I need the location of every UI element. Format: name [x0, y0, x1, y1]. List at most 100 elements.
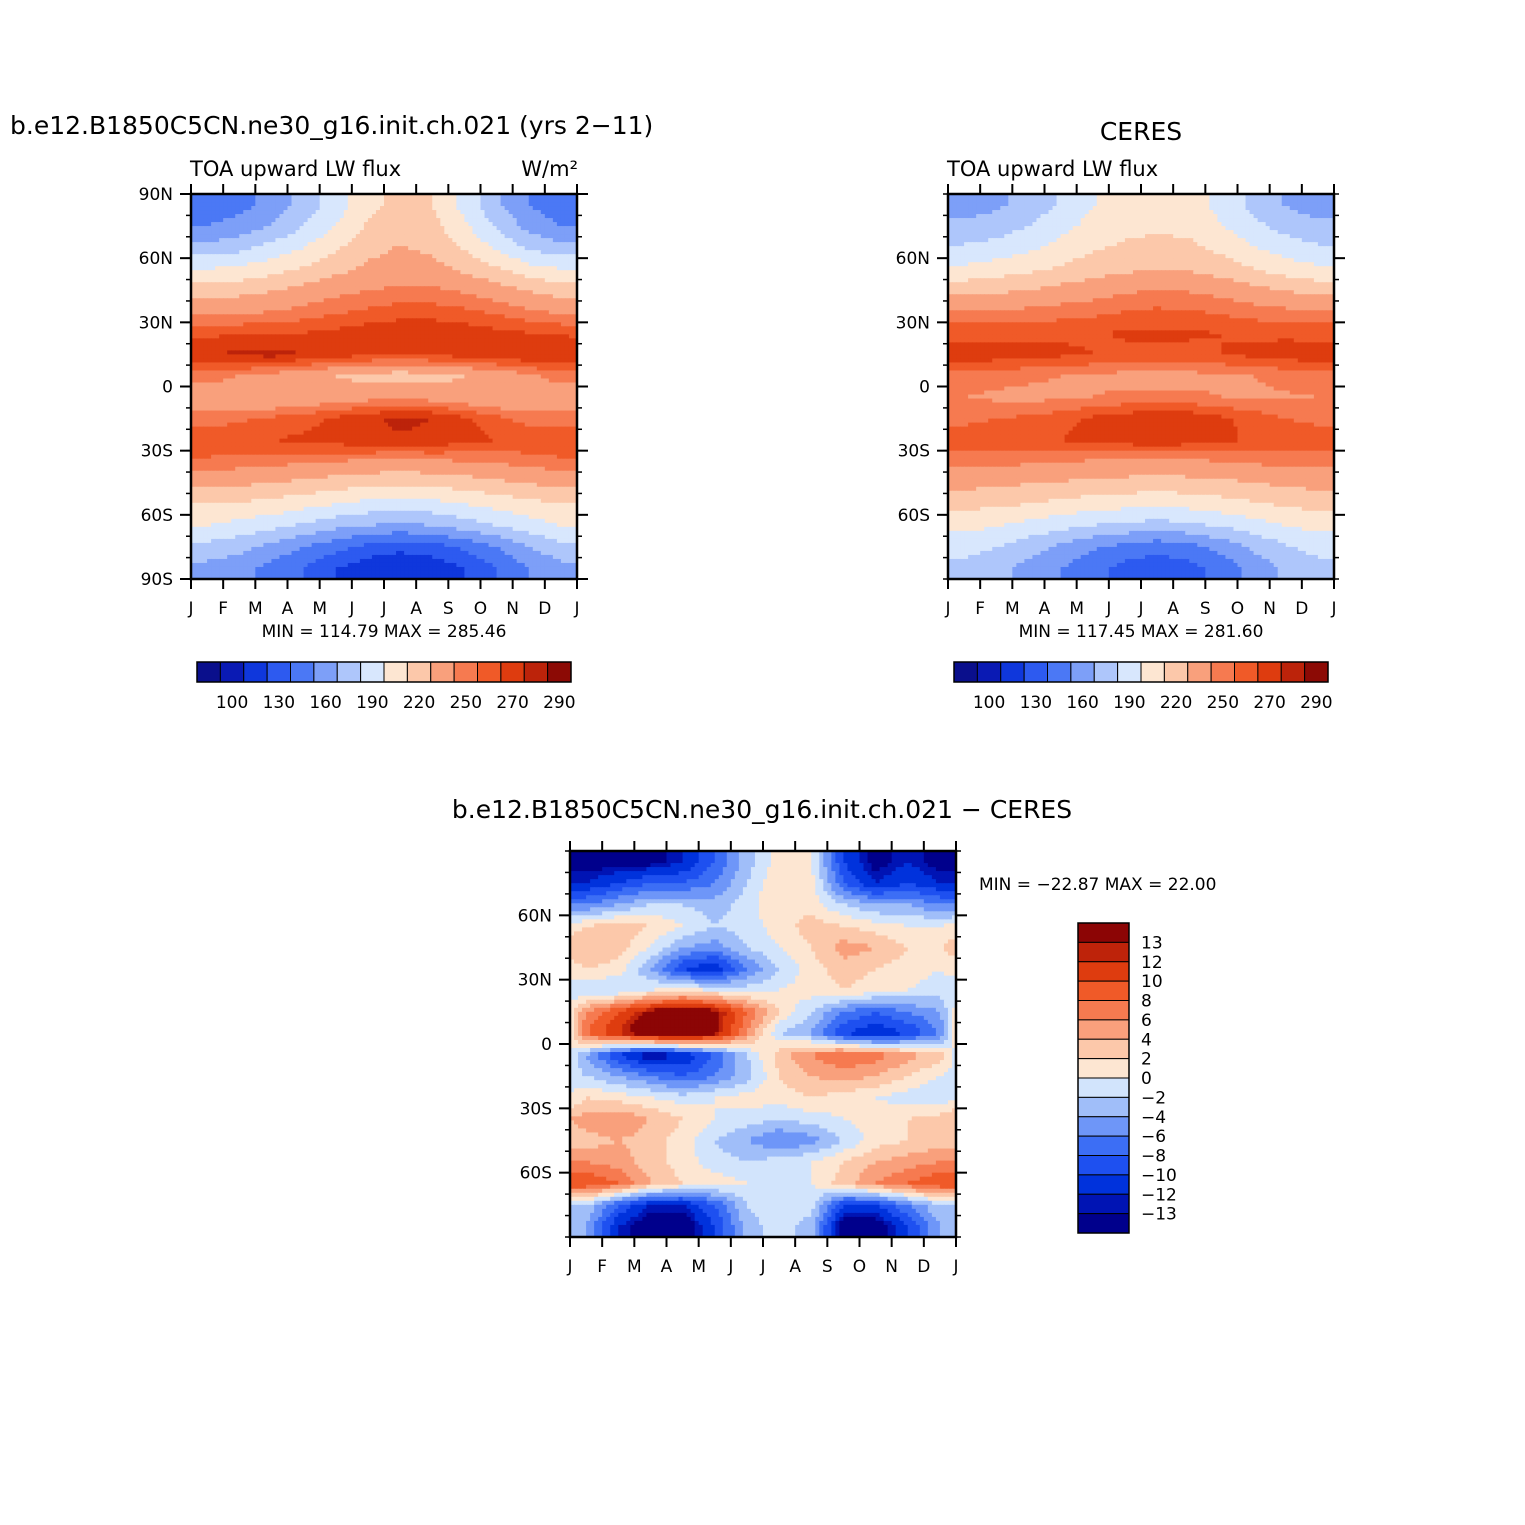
model-cell — [500, 266, 506, 271]
model-cell — [283, 206, 289, 211]
model-cell — [436, 302, 441, 307]
model-cell — [287, 382, 293, 388]
model-cell — [492, 250, 498, 255]
model-cell — [299, 306, 305, 311]
model-cell — [492, 230, 498, 235]
model-cell — [259, 302, 264, 307]
model-cell — [295, 338, 301, 343]
model-cell — [488, 314, 494, 319]
model-cell — [504, 378, 510, 384]
model-cell — [392, 274, 397, 279]
model-cell — [500, 250, 506, 255]
model-cell — [560, 242, 566, 247]
model-cell — [508, 294, 514, 299]
model-cell — [291, 338, 297, 343]
model-cell — [472, 262, 478, 267]
model-cell — [243, 278, 248, 283]
model-cell — [379, 366, 385, 372]
model-cell — [295, 278, 301, 283]
model-cell — [279, 302, 285, 307]
model-cell — [504, 294, 510, 299]
model-cell — [319, 274, 325, 279]
model-cell — [464, 342, 470, 347]
model-cell — [251, 242, 256, 247]
model-cell — [436, 242, 441, 247]
model-cell — [472, 250, 478, 255]
model-cell — [412, 354, 417, 360]
model-cell — [520, 334, 526, 339]
model-cell — [343, 342, 349, 347]
model-cell — [568, 314, 574, 319]
model-cell — [227, 350, 232, 356]
model-cell — [412, 202, 417, 207]
model-cell — [464, 274, 470, 279]
model-cell — [379, 262, 385, 267]
model-cell — [347, 290, 353, 295]
model-cell — [408, 202, 413, 207]
model-cell — [476, 226, 482, 231]
model-cell — [428, 198, 433, 203]
model-cell — [223, 342, 228, 347]
model-cell — [287, 202, 293, 207]
model-cell — [247, 314, 252, 319]
model-cell — [199, 290, 204, 295]
model-cell — [235, 382, 240, 388]
model-cell — [412, 246, 417, 251]
model-cell — [235, 270, 240, 275]
model-cell — [540, 330, 546, 335]
model-cell — [424, 310, 429, 315]
model-cell — [572, 370, 578, 376]
model-cell — [379, 370, 385, 376]
model-cell — [484, 342, 490, 347]
model-cell — [255, 230, 260, 235]
model-cell — [424, 274, 429, 279]
model-cell — [255, 210, 260, 215]
model-cell — [235, 202, 240, 207]
model-cell — [504, 370, 510, 376]
model-cell — [560, 386, 566, 392]
model-cell — [367, 390, 373, 396]
model-cell — [516, 358, 522, 364]
model-cell — [464, 398, 470, 404]
model-cell — [287, 370, 293, 376]
model-cell — [460, 234, 466, 239]
model-cell — [223, 294, 228, 299]
model-cell — [291, 294, 297, 299]
model-cell — [287, 246, 293, 251]
model-cell — [488, 274, 494, 279]
model-cell — [255, 314, 260, 319]
model-cell — [343, 214, 349, 219]
model-cell — [215, 298, 220, 303]
model-cell — [564, 290, 570, 295]
obs-panel: CERES TOA upward LW flux MIN = 117.45 MA… — [946, 117, 1263, 642]
model-cell — [255, 358, 260, 364]
model-cell — [255, 282, 260, 287]
model-cell — [496, 322, 502, 327]
model-cell — [504, 222, 510, 227]
model-cell — [392, 214, 397, 219]
model-cell — [343, 366, 349, 372]
model-cell — [456, 286, 461, 291]
model-cell — [424, 214, 429, 219]
model-cell — [343, 358, 349, 364]
model-cell — [339, 198, 345, 203]
model-cell — [396, 318, 401, 323]
model-cell — [524, 226, 530, 231]
model-cell — [472, 202, 478, 207]
model-cell — [512, 358, 518, 364]
model-cell — [227, 346, 232, 352]
model-cell — [448, 242, 453, 247]
model-cell — [384, 234, 389, 239]
model-cell — [448, 322, 453, 327]
model-cell — [384, 278, 389, 283]
model-cell — [295, 354, 301, 360]
model-cell — [379, 326, 385, 331]
model-cell — [488, 238, 494, 243]
model-cell — [412, 366, 417, 372]
model-cell — [323, 314, 329, 319]
model-cell — [379, 338, 385, 343]
model-cell — [379, 386, 385, 392]
model-cell — [283, 390, 289, 396]
model-cell — [331, 326, 337, 331]
model-cell — [263, 382, 268, 388]
